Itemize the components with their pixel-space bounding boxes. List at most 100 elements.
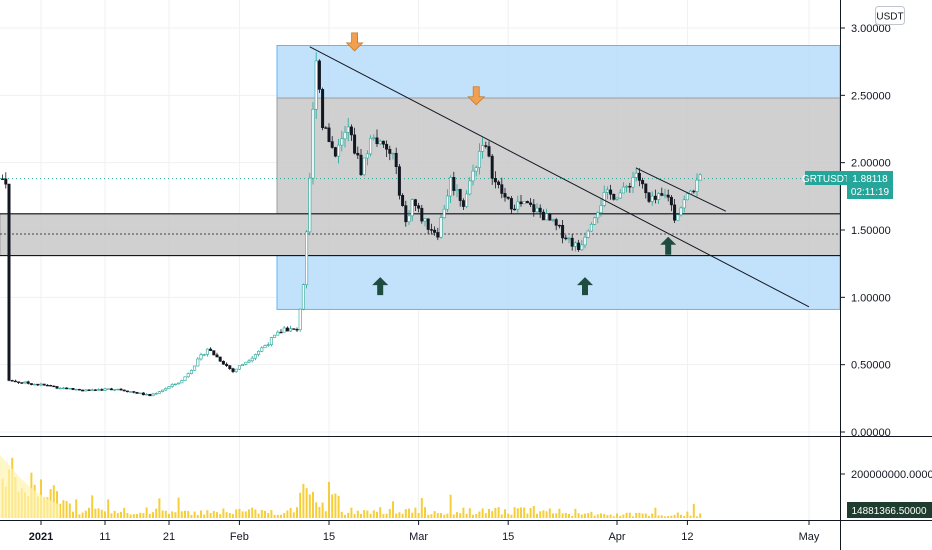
volume-bar xyxy=(94,508,97,518)
volume-bar xyxy=(168,513,170,518)
volume-bar xyxy=(424,507,426,518)
volume-bar xyxy=(254,509,257,518)
volume-bar xyxy=(596,514,599,518)
volume-bar xyxy=(337,495,340,518)
candle-body xyxy=(157,391,161,394)
volume-bar xyxy=(382,514,385,518)
volume-bar xyxy=(331,494,334,518)
candle-body xyxy=(74,388,78,391)
volume-bar xyxy=(350,507,353,518)
volume-bar xyxy=(686,511,689,518)
candle-body xyxy=(433,229,437,233)
candle-body xyxy=(356,152,360,156)
candle-body xyxy=(650,195,654,202)
volume-bar xyxy=(267,513,270,518)
volume-bar xyxy=(475,514,478,518)
candle-body xyxy=(461,200,465,207)
candle-body xyxy=(487,146,491,157)
candle-body xyxy=(442,208,446,218)
volume-bar xyxy=(283,512,286,518)
candle-body xyxy=(445,195,449,210)
volume-bar xyxy=(155,508,158,518)
candle-body xyxy=(631,177,635,188)
candle-body xyxy=(205,348,209,355)
time-tick-label: Mar xyxy=(409,531,428,543)
volume-bar xyxy=(497,507,500,518)
candle-body xyxy=(429,229,433,231)
candle-body xyxy=(173,383,177,386)
candle-body xyxy=(653,195,657,200)
currency-badge[interactable]: USDT xyxy=(875,6,905,25)
volume-bar xyxy=(244,511,247,518)
volume-bar xyxy=(443,514,446,518)
volume-bar xyxy=(171,511,174,518)
volume-bar xyxy=(187,511,190,518)
candle-body xyxy=(551,219,555,221)
candle-body xyxy=(26,381,30,384)
price-tick-label: 2.00000 xyxy=(851,158,891,170)
volume-bar xyxy=(251,507,254,518)
volume-bar xyxy=(280,514,282,518)
candle-body xyxy=(583,237,587,246)
volume-bar xyxy=(260,509,263,518)
volume-bar xyxy=(152,512,154,518)
candle-body xyxy=(637,172,641,181)
candle-body xyxy=(477,151,481,168)
candle-body xyxy=(154,393,158,395)
candle-body xyxy=(353,134,357,154)
candle-body xyxy=(599,205,603,214)
candle-body xyxy=(369,138,373,155)
candle-body xyxy=(301,284,305,310)
volume-bar xyxy=(88,507,90,518)
candle-body xyxy=(417,205,421,209)
price-axis[interactable]: 3.00000 2.50000 2.00000 1.50000 1.00000 0.500… xyxy=(840,23,932,481)
volume-bar xyxy=(603,513,606,518)
volume-bar xyxy=(62,500,65,518)
volume-bar xyxy=(472,514,474,518)
volume-bar xyxy=(273,514,276,518)
candle-body xyxy=(497,181,501,185)
volume-bar xyxy=(296,507,298,518)
candle-body xyxy=(212,350,216,356)
volume-bar xyxy=(510,514,513,518)
volume-bar xyxy=(312,491,314,518)
volume-bar xyxy=(558,508,561,518)
volume-bar xyxy=(628,512,631,518)
candle-body xyxy=(209,348,213,351)
volume-bar xyxy=(385,513,388,518)
time-axis[interactable]: 2021 11 21 Feb 15 Mar 15 Apr 12 May xyxy=(29,520,820,543)
candle-body xyxy=(573,242,577,247)
time-tick-label: 11 xyxy=(99,531,110,543)
volume-bar xyxy=(532,506,535,518)
candle-body xyxy=(548,213,552,221)
candle-body xyxy=(602,192,606,206)
candle-body xyxy=(500,184,504,194)
volume-bar xyxy=(606,515,609,518)
candle-body xyxy=(285,327,289,332)
volume-bar xyxy=(616,513,618,518)
volume-bar xyxy=(136,513,138,518)
candle-body xyxy=(471,170,475,182)
candle-body xyxy=(695,179,699,192)
zone-support-gray xyxy=(0,213,841,257)
candle-body xyxy=(484,145,488,147)
volume-bar xyxy=(379,507,382,518)
candle-body xyxy=(202,354,206,356)
candle-body xyxy=(570,237,574,247)
candle-body xyxy=(465,193,469,207)
candle-body xyxy=(241,364,245,367)
candle-body xyxy=(474,167,478,172)
candle-body xyxy=(375,137,379,145)
candle-body xyxy=(567,237,571,240)
candle-body xyxy=(679,207,683,216)
volume-bar xyxy=(513,507,516,518)
volume-bar xyxy=(580,514,583,518)
volume-bar xyxy=(507,513,510,518)
volume-bar xyxy=(644,513,647,518)
candle-body xyxy=(273,334,277,338)
candle-body xyxy=(260,347,264,352)
volume-bar xyxy=(347,512,350,518)
candle-body xyxy=(618,192,622,199)
volume-bar xyxy=(164,510,167,518)
